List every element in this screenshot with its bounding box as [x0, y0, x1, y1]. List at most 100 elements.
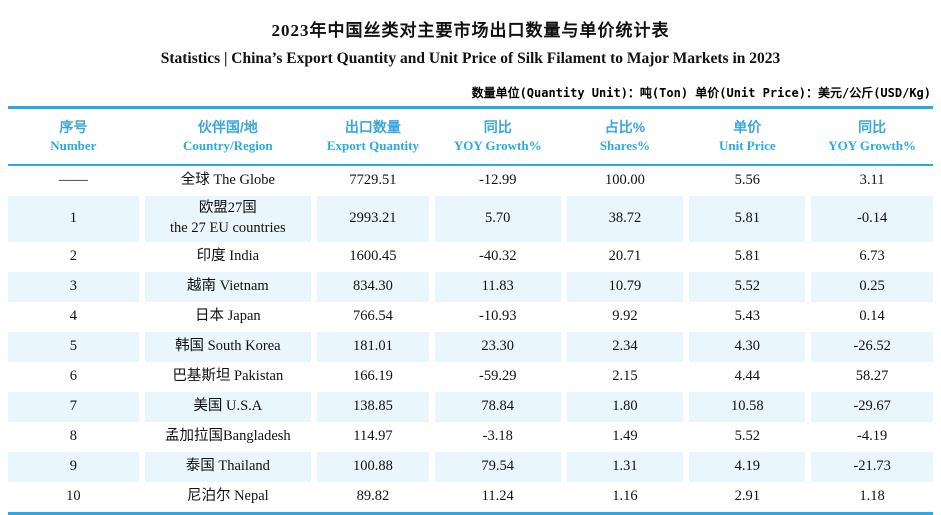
table-cell-shares: 20.71 — [566, 242, 684, 272]
table-cell-shares: 2.15 — [566, 362, 684, 392]
table-cell-export_quantity: 181.01 — [316, 332, 429, 362]
table-cell-country: 泰国 Thailand — [144, 452, 311, 482]
table-cell-export_quantity: 1600.45 — [316, 242, 429, 272]
table-row: 1 欧盟27国 the 27 EU countries 2993.21 5.70 38.… — [8, 196, 933, 242]
table-cell-price_yoy_growth: 1.18 — [811, 482, 933, 512]
table-cell-unit_price: 4.44 — [689, 362, 806, 392]
table-cell-shares: 1.80 — [566, 392, 684, 422]
table-cell-shares: 10.79 — [566, 272, 684, 302]
table-cell-unit_price: 5.56 — [689, 166, 806, 196]
table-cell-price_yoy_growth: 3.11 — [811, 166, 933, 196]
table-row: 7 美国 U.S.A 138.85 78.84 1.80 10.58 -29.67 — [8, 392, 933, 422]
table-cell-unit_price: 2.91 — [689, 482, 806, 512]
table-cell-yoy_growth: 23.30 — [434, 332, 561, 362]
table-cell-unit_price: 5.43 — [689, 302, 806, 332]
table-cell-export_quantity: 100.88 — [316, 452, 429, 482]
table-row: 2 印度 India 1600.45 -40.32 20.71 5.81 6.73 — [8, 242, 933, 272]
table-cell-country: 全球 The Globe — [144, 166, 311, 196]
column-header-price-yoy-growth: 同比 YOY Growth% — [811, 118, 933, 154]
table-body: —— 全球 The Globe 7729.51 -12.99 100.00 5.56 3.1… — [8, 166, 933, 512]
statistics-table: 序号 Number 伙伴国/地 Country/Region 出口数量 Expo… — [8, 106, 933, 515]
table-cell-unit_price: 4.19 — [689, 452, 806, 482]
table-cell-shares: 100.00 — [566, 166, 684, 196]
table-row: 10 尼泊尔 Nepal 89.82 11.24 1.16 2.91 1.18 — [8, 482, 933, 512]
table-cell-export_quantity: 114.97 — [316, 422, 429, 452]
table-cell-export_quantity: 834.30 — [316, 272, 429, 302]
table-cell-shares: 9.92 — [566, 302, 684, 332]
table-row: 5 韩国 South Korea 181.01 23.30 2.34 4.30 -26.52 — [8, 332, 933, 362]
table-cell-price_yoy_growth: 6.73 — [811, 242, 933, 272]
table-cell-unit_price: 5.81 — [689, 196, 806, 242]
column-header-number: 序号 Number — [8, 118, 139, 154]
table-row: 9 泰国 Thailand 100.88 79.54 1.31 4.19 -21.73 — [8, 452, 933, 482]
column-header-en: Unit Price — [718, 138, 776, 154]
table-cell-shares: 1.16 — [566, 482, 684, 512]
column-header-en: YOY Growth% — [828, 138, 916, 154]
table-cell-number: 8 — [8, 422, 139, 452]
table-cell-export_quantity: 766.54 — [316, 302, 429, 332]
column-header-country: 伙伴国/地 Country/Region — [145, 118, 311, 154]
table-cell-price_yoy_growth: -26.52 — [811, 332, 933, 362]
column-header-en: YOY Growth% — [453, 138, 542, 154]
table-cell-number: 5 — [8, 332, 139, 362]
table-cell-export_quantity: 2993.21 — [316, 196, 429, 242]
table-cell-number: 2 — [8, 242, 139, 272]
table-cell-number: 1 — [8, 196, 139, 242]
table-cell-price_yoy_growth: -29.67 — [811, 392, 933, 422]
table-cell-price_yoy_growth: 0.14 — [811, 302, 933, 332]
table-cell-country: 韩国 South Korea — [144, 332, 311, 362]
table-header-row: 序号 Number 伙伴国/地 Country/Region 出口数量 Expo… — [8, 109, 933, 164]
table-cell-price_yoy_growth: 0.25 — [811, 272, 933, 302]
table-row: 8 孟加拉国Bangladesh 114.97 -3.18 1.49 5.52 -4.19 — [8, 422, 933, 452]
table-cell-country: 巴基斯坦 Pakistan — [144, 362, 311, 392]
table-cell-price_yoy_growth: -0.14 — [811, 196, 933, 242]
table-row: 6 巴基斯坦 Pakistan 166.19 -59.29 2.15 4.44 58.27 — [8, 362, 933, 392]
column-header-zh: 伙伴国/地 — [197, 119, 258, 136]
table-cell-number: 7 — [8, 392, 139, 422]
table-cell-unit_price: 10.58 — [689, 392, 806, 422]
column-header-zh: 同比 — [858, 119, 887, 136]
units-note: 数量单位(Quantity Unit)：吨(Ton) 单价(Unit Price… — [471, 86, 931, 100]
page-title-en: Statistics | China’s Export Quantity and… — [160, 50, 781, 67]
table-cell-export_quantity: 7729.51 — [316, 166, 429, 196]
column-header-zh: 单价 — [733, 119, 762, 136]
table-cell-country: 日本 Japan — [144, 302, 311, 332]
table-cell-number: —— — [8, 166, 139, 196]
table-cell-unit_price: 4.30 — [689, 332, 806, 362]
table-header-separator — [8, 164, 933, 166]
table-cell-yoy_growth: 79.54 — [434, 452, 561, 482]
column-header-zh: 占比% — [604, 119, 646, 136]
table-cell-number: 10 — [8, 482, 139, 512]
table-cell-yoy_growth: -10.93 — [434, 302, 561, 332]
table-cell-yoy_growth: 78.84 — [434, 392, 561, 422]
table-cell-number: 6 — [8, 362, 139, 392]
column-header-en: Number — [50, 138, 97, 154]
column-header-en: Export Quantity — [326, 138, 419, 154]
table-cell-unit_price: 5.81 — [689, 242, 806, 272]
table-cell-country: 欧盟27国 the 27 EU countries — [144, 196, 311, 242]
column-header-zh: 出口数量 — [344, 119, 401, 136]
table-cell-shares: 1.31 — [566, 452, 684, 482]
table-cell-price_yoy_growth: 58.27 — [811, 362, 933, 392]
column-header-zh: 序号 — [59, 119, 88, 136]
table-cell-price_yoy_growth: -4.19 — [811, 422, 933, 452]
table-cell-unit_price: 5.52 — [689, 422, 806, 452]
table-cell-number: 3 — [8, 272, 139, 302]
table-cell-country: 美国 U.S.A — [144, 392, 311, 422]
table-row: 4 日本 Japan 766.54 -10.93 9.92 5.43 0.14 — [8, 302, 933, 332]
column-header-unit-price: 单价 Unit Price — [689, 118, 805, 154]
column-header-en: Shares% — [599, 138, 651, 154]
table-cell-shares: 38.72 — [566, 196, 684, 242]
column-header-yoy-growth: 同比 YOY Growth% — [435, 118, 561, 154]
table-row: —— 全球 The Globe 7729.51 -12.99 100.00 5.56 3.1… — [8, 166, 933, 196]
table-cell-price_yoy_growth: -21.73 — [811, 452, 933, 482]
table-cell-number: 4 — [8, 302, 139, 332]
table-top-border — [8, 106, 933, 109]
column-header-export-quantity: 出口数量 Export Quantity — [317, 118, 429, 154]
column-header-zh: 同比 — [483, 119, 512, 136]
table-cell-shares: 2.34 — [566, 332, 684, 362]
table-cell-shares: 1.49 — [566, 422, 684, 452]
column-header-shares: 占比% Shares% — [567, 118, 684, 154]
table-cell-country: 越南 Vietnam — [144, 272, 311, 302]
